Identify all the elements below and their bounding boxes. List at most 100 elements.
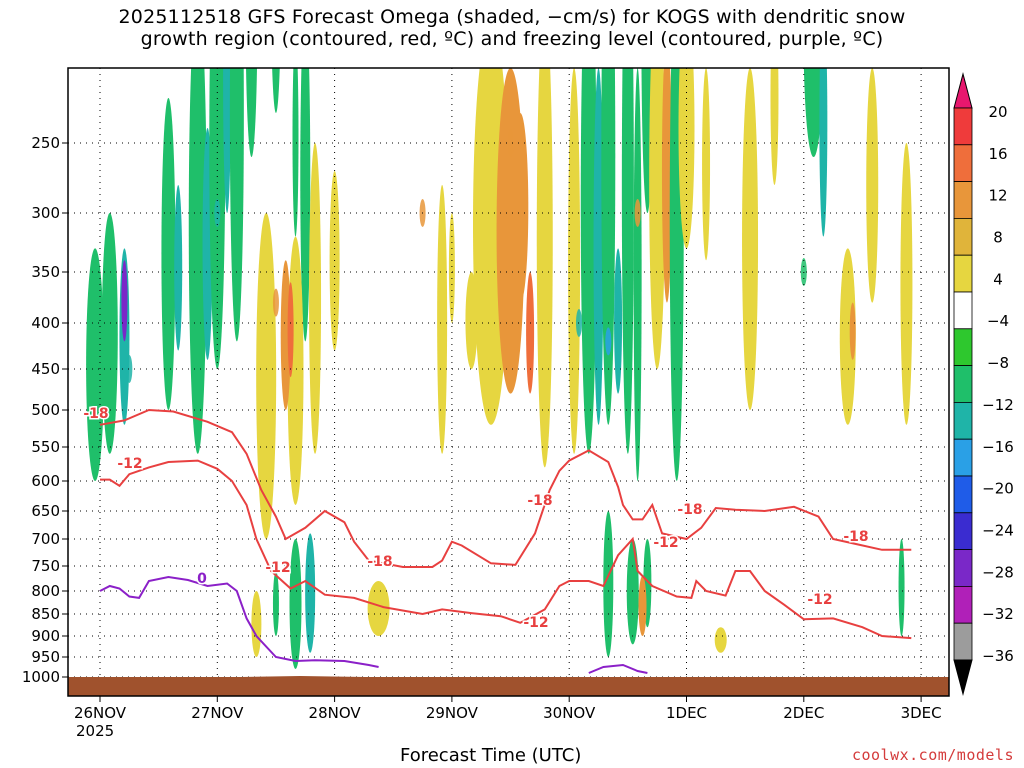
x-tick-label: 1DEC [666, 704, 707, 722]
colorbar-band [953, 217, 973, 256]
colorbar-band [953, 401, 973, 440]
omega-shade [300, 68, 311, 342]
omega-shade [526, 272, 535, 394]
omega-shade [866, 68, 879, 303]
colorbar-label: 20 [988, 103, 1007, 121]
contour-label: -12 [265, 560, 290, 576]
colorbar-label: −28 [982, 563, 1014, 581]
omega-shade [714, 627, 727, 653]
contour-label: -18 [843, 529, 868, 545]
colorbar-bottom-arrow [953, 659, 973, 696]
omega-shade [742, 68, 759, 410]
omega-shade [649, 68, 666, 369]
omega-shade [246, 68, 257, 157]
ground-surface [68, 676, 949, 696]
colorbar-label: −8 [987, 354, 1009, 372]
plot-frame [67, 67, 950, 697]
colorbar-label: −32 [982, 605, 1014, 623]
dgz-contour [100, 459, 912, 640]
omega-shade [292, 68, 299, 237]
y-tick-label: 400 [31, 314, 60, 332]
colorbar-label: 4 [993, 270, 1003, 288]
colorbar-label: −20 [982, 480, 1014, 498]
contour-label: -18 [677, 502, 702, 518]
x-tick-label: 27NOV [191, 704, 244, 722]
omega-shade [256, 213, 277, 539]
omega-shade [601, 68, 616, 425]
omega-shade [568, 68, 581, 454]
contour-label: -18 [527, 493, 552, 509]
x-tick-label: 29NOV [426, 704, 479, 722]
omega-region [121, 278, 128, 307]
y-tick-label: 950 [31, 648, 60, 666]
x-axis-year-label: 2025 [76, 722, 115, 740]
colorbar-label: −24 [982, 521, 1014, 539]
omega-shade [819, 68, 828, 237]
omega-shade [633, 68, 642, 481]
omega-shade [305, 533, 316, 653]
colorbar-band [953, 586, 973, 624]
freezing-level-contour [588, 663, 648, 674]
colorbar-band [953, 475, 973, 514]
freezing-level-contour [99, 575, 379, 668]
x-axis-title: Forecast Time (UTC) [400, 745, 582, 766]
contour-label: -12 [523, 615, 548, 631]
contour-label: -12 [653, 535, 678, 551]
omega-shade [448, 213, 455, 323]
omega-shade [188, 68, 207, 454]
colorbar-band [953, 512, 973, 550]
omega-shade [251, 591, 262, 657]
colorbar-band [953, 181, 973, 219]
omega-shade [174, 184, 183, 351]
omega-shade [209, 68, 226, 369]
omega-region [839, 327, 846, 356]
omega-shade [272, 68, 280, 113]
omega-shade [621, 68, 634, 454]
y-tick-label: 350 [31, 263, 60, 281]
omega-shade [839, 248, 856, 425]
omega-shade [229, 68, 244, 342]
omega-shade [593, 68, 604, 425]
contour-label: -18 [367, 554, 392, 570]
omega-shade [661, 68, 672, 303]
colorbar-label: 12 [988, 187, 1007, 205]
omega-shade [437, 185, 448, 454]
colorbar-band [953, 622, 973, 661]
colorbar-band [953, 549, 973, 587]
y-tick-label: 650 [31, 502, 60, 520]
omega-region [507, 129, 514, 157]
plot-area: -18 -18 -18 -18 -18 -12 -12 -12 -12 -12 0 [68, 0, 949, 696]
colorbar-band [953, 144, 973, 183]
y-tick-label: 250 [31, 134, 60, 152]
omega-shade [367, 581, 390, 636]
omega-shade [898, 539, 905, 636]
omega-shade [626, 539, 639, 645]
colorbar-label: −16 [982, 438, 1014, 456]
omega-shade [101, 213, 118, 454]
x-tick-label: 2DEC [783, 704, 824, 722]
omega-shade [614, 248, 623, 394]
colorbar-band [953, 291, 973, 330]
omega-region [634, 199, 641, 227]
omega-region [272, 288, 279, 317]
colorbar-top-arrow [953, 72, 973, 109]
omega-shade [272, 571, 279, 636]
colorbar-label: 8 [993, 229, 1003, 247]
y-tick-label: 1000 [22, 668, 60, 686]
y-tick-label: 850 [31, 605, 60, 623]
colorbar-band [953, 438, 973, 477]
omega-shade [832, 0, 844, 53]
y-tick-label: 750 [31, 557, 60, 575]
omega-shade [86, 248, 105, 481]
chart-title: 2025112518 GFS Forecast Omega (shaded, −… [0, 6, 1024, 50]
omega-shade [900, 143, 913, 425]
y-tick-label: 700 [31, 530, 60, 548]
y-tick-label: 550 [31, 438, 60, 456]
omega-shade [465, 272, 478, 369]
omega-shade [309, 143, 322, 454]
contour-label: -12 [807, 592, 832, 608]
omega-shade [603, 511, 614, 657]
colorbar-band [953, 328, 973, 366]
x-tick-label: 26NOV [74, 704, 127, 722]
x-tick-label: 28NOV [309, 704, 362, 722]
